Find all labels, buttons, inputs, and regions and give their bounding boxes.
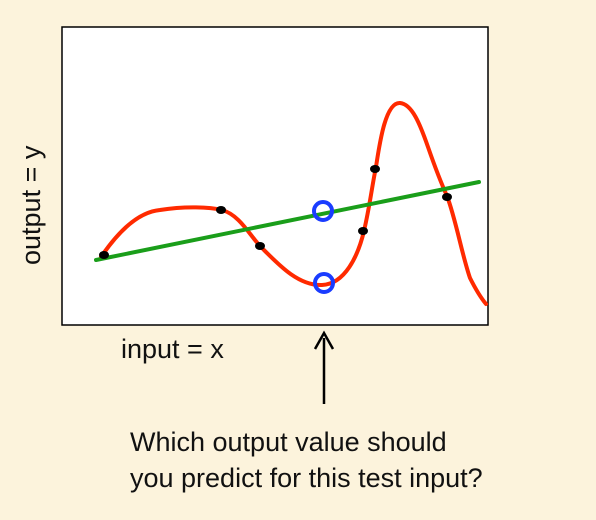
test-input-arrow <box>313 330 335 404</box>
linear-fit <box>94 180 481 262</box>
prediction-markers <box>312 200 335 294</box>
question-line-2: you predict for this test input? <box>130 463 483 493</box>
training-point <box>216 206 226 214</box>
y-axis-label: output = y <box>16 145 46 265</box>
training-point <box>358 227 368 235</box>
plot-frame <box>61 26 489 326</box>
training-point <box>99 251 109 259</box>
question-line-1: Which output value should <box>130 427 447 457</box>
question-text: Which output value should you predict fo… <box>130 424 483 496</box>
arrow-head-icon <box>313 330 335 350</box>
x-axis-label: input = x <box>121 334 224 364</box>
training-point <box>255 242 265 250</box>
linear-prediction-marker <box>312 200 334 222</box>
curve-prediction-marker <box>313 272 335 294</box>
training-point <box>442 193 452 201</box>
training-points <box>99 165 452 259</box>
training-point <box>370 165 380 173</box>
